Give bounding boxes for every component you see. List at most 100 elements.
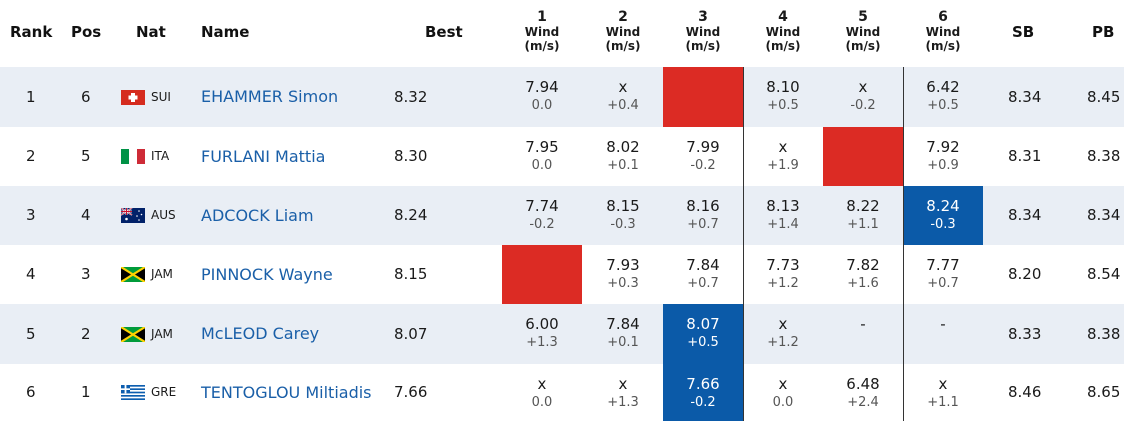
attempt-wind: +1.1	[847, 217, 879, 232]
sb-header: SB	[1012, 23, 1035, 41]
attempt-3-cell: 7.84 +0.7	[663, 245, 743, 304]
attempt-mark: x	[778, 138, 788, 156]
rank-cell: 1	[26, 88, 36, 106]
attempt-1-header: 1 Wind (m/s)	[502, 9, 582, 53]
pos-cell: 4	[81, 206, 91, 224]
pb-header: PB	[1092, 23, 1115, 41]
attempt-wind: -0.2	[690, 395, 716, 410]
attempt-5-cell: x -0.2	[823, 67, 903, 127]
attempt-mark: 7.99	[686, 138, 720, 156]
athlete-name-link[interactable]: PINNOCK Wayne	[201, 265, 333, 284]
attempt-mark: 8.24	[926, 197, 960, 215]
nat-code: AUS	[151, 208, 176, 222]
athlete-name-link[interactable]: FURLANI Mattia	[201, 147, 326, 166]
attempt-mark: 7.77	[926, 256, 960, 274]
attempt-wind: +0.5	[767, 98, 799, 113]
attempt-4-cell: 8.13 +1.4	[743, 186, 823, 245]
attempt-wind: -0.2	[690, 158, 716, 173]
attempt-1-cell: 7.94 0.0	[502, 67, 582, 127]
nat-header: Nat	[136, 23, 166, 41]
attempt-5-header: 5 Wind (m/s)	[823, 9, 903, 53]
wind-unit: (m/s)	[765, 39, 801, 53]
athlete-name-link[interactable]: ADCOCK Liam	[201, 206, 314, 225]
nat-code: SUI	[151, 90, 171, 104]
pb-cell: 8.38	[1087, 147, 1121, 165]
attempt-1-cell	[502, 245, 582, 304]
table-header: Rank Pos Nat Name Best 1 Wind (m/s) 2 Wind (m…	[0, 0, 1124, 67]
greece-flag-icon	[121, 385, 145, 400]
attempt-6-header: 6 Wind (m/s)	[903, 9, 983, 53]
attempt-wind: -0.3	[610, 217, 636, 232]
attempt-mark: x	[858, 78, 868, 96]
attempt-number: 6	[938, 9, 948, 25]
athlete-name-link[interactable]: EHAMMER Simon	[201, 87, 339, 106]
attempt-6-cell: -	[903, 304, 983, 364]
attempt-wind: +0.9	[927, 158, 959, 173]
best-mark: 7.66	[394, 383, 428, 401]
pb-cell: 8.54	[1087, 265, 1121, 283]
attempt-number: 2	[618, 9, 628, 25]
cut-divider	[743, 67, 744, 421]
sb-cell: 8.34	[1008, 206, 1042, 224]
attempt-mark: 7.93	[606, 256, 640, 274]
attempt-mark: 6.48	[846, 375, 880, 393]
attempt-3-cell: 8.16 +0.7	[663, 186, 743, 245]
best-header: Best	[425, 23, 463, 41]
nat-code: JAM	[151, 267, 173, 281]
wind-label: Wind	[765, 25, 801, 39]
athlete-name-link[interactable]: McLEOD Carey	[201, 324, 320, 343]
attempt-wind: +1.6	[847, 276, 879, 291]
pos-cell: 5	[81, 147, 91, 165]
attempt-wind: +0.7	[687, 276, 719, 291]
attempt-mark: -	[940, 315, 946, 333]
table-row: 5 2 JAM McLEOD Carey 8.07 6.00 +1.3 7.84 +0.1 8.0…	[0, 304, 1124, 364]
best-mark: 8.24	[394, 206, 428, 224]
final-divider	[903, 67, 904, 421]
attempt-mark: x	[778, 315, 788, 333]
pb-cell: 8.65	[1087, 383, 1121, 401]
rank-cell: 5	[26, 325, 36, 343]
attempt-3-cell: 8.07 +0.5	[663, 304, 743, 364]
attempt-4-cell: x 0.0	[743, 364, 823, 421]
wind-label: Wind	[845, 25, 881, 39]
rank-cell: 4	[26, 265, 36, 283]
attempt-6-cell: 6.42 +0.5	[903, 67, 983, 127]
australia-flag-icon	[120, 207, 145, 223]
attempt-mark: x	[537, 375, 547, 393]
attempt-mark: 7.95	[525, 138, 559, 156]
pb-cell: 8.34	[1087, 206, 1121, 224]
attempt-wind: +0.1	[607, 335, 639, 350]
attempt-4-cell: 8.10 +0.5	[743, 67, 823, 127]
athlete-name-link[interactable]: TENTOGLOU Miltiadis	[201, 383, 372, 402]
attempt-wind: +1.3	[526, 335, 558, 350]
table-row: 2 5 ITA FURLANI Mattia 8.30 7.95 0.0 8.02 +0.1 7.…	[0, 127, 1124, 186]
attempt-number: 1	[537, 9, 547, 25]
table-row: 6 1 GRE TENTOGLOU Miltiadis 7.66 x 0.0 x +1.3 7.6…	[0, 364, 1124, 421]
pos-cell: 6	[81, 88, 91, 106]
attempt-5-cell: -	[823, 304, 903, 364]
nat-code: ITA	[151, 149, 170, 163]
attempt-wind: +1.2	[767, 276, 799, 291]
attempt-wind: -0.2	[529, 217, 555, 232]
attempt-1-cell: 7.95 0.0	[502, 127, 582, 186]
attempt-wind: 0.0	[772, 395, 794, 410]
wind-unit: (m/s)	[605, 39, 641, 53]
attempt-mark: 6.00	[525, 315, 559, 333]
name-header: Name	[201, 23, 250, 41]
wind-unit: (m/s)	[845, 39, 881, 53]
best-mark: 8.07	[394, 325, 428, 343]
sb-cell: 8.20	[1008, 265, 1042, 283]
attempt-wind: 0.0	[531, 98, 553, 113]
attempt-2-header: 2 Wind (m/s)	[583, 9, 663, 53]
attempt-wind: 0.0	[531, 158, 553, 173]
attempt-4-header: 4 Wind (m/s)	[743, 9, 823, 53]
attempt-mark: 7.66	[686, 375, 720, 393]
pb-cell: 8.45	[1087, 88, 1121, 106]
attempt-mark: -	[860, 315, 866, 333]
attempt-2-cell: x +0.4	[583, 67, 663, 127]
attempt-1-cell: 7.74 -0.2	[502, 186, 582, 245]
nat-code: GRE	[151, 385, 177, 399]
attempt-2-cell: 8.15 -0.3	[583, 186, 663, 245]
attempt-6-cell: 7.77 +0.7	[903, 245, 983, 304]
